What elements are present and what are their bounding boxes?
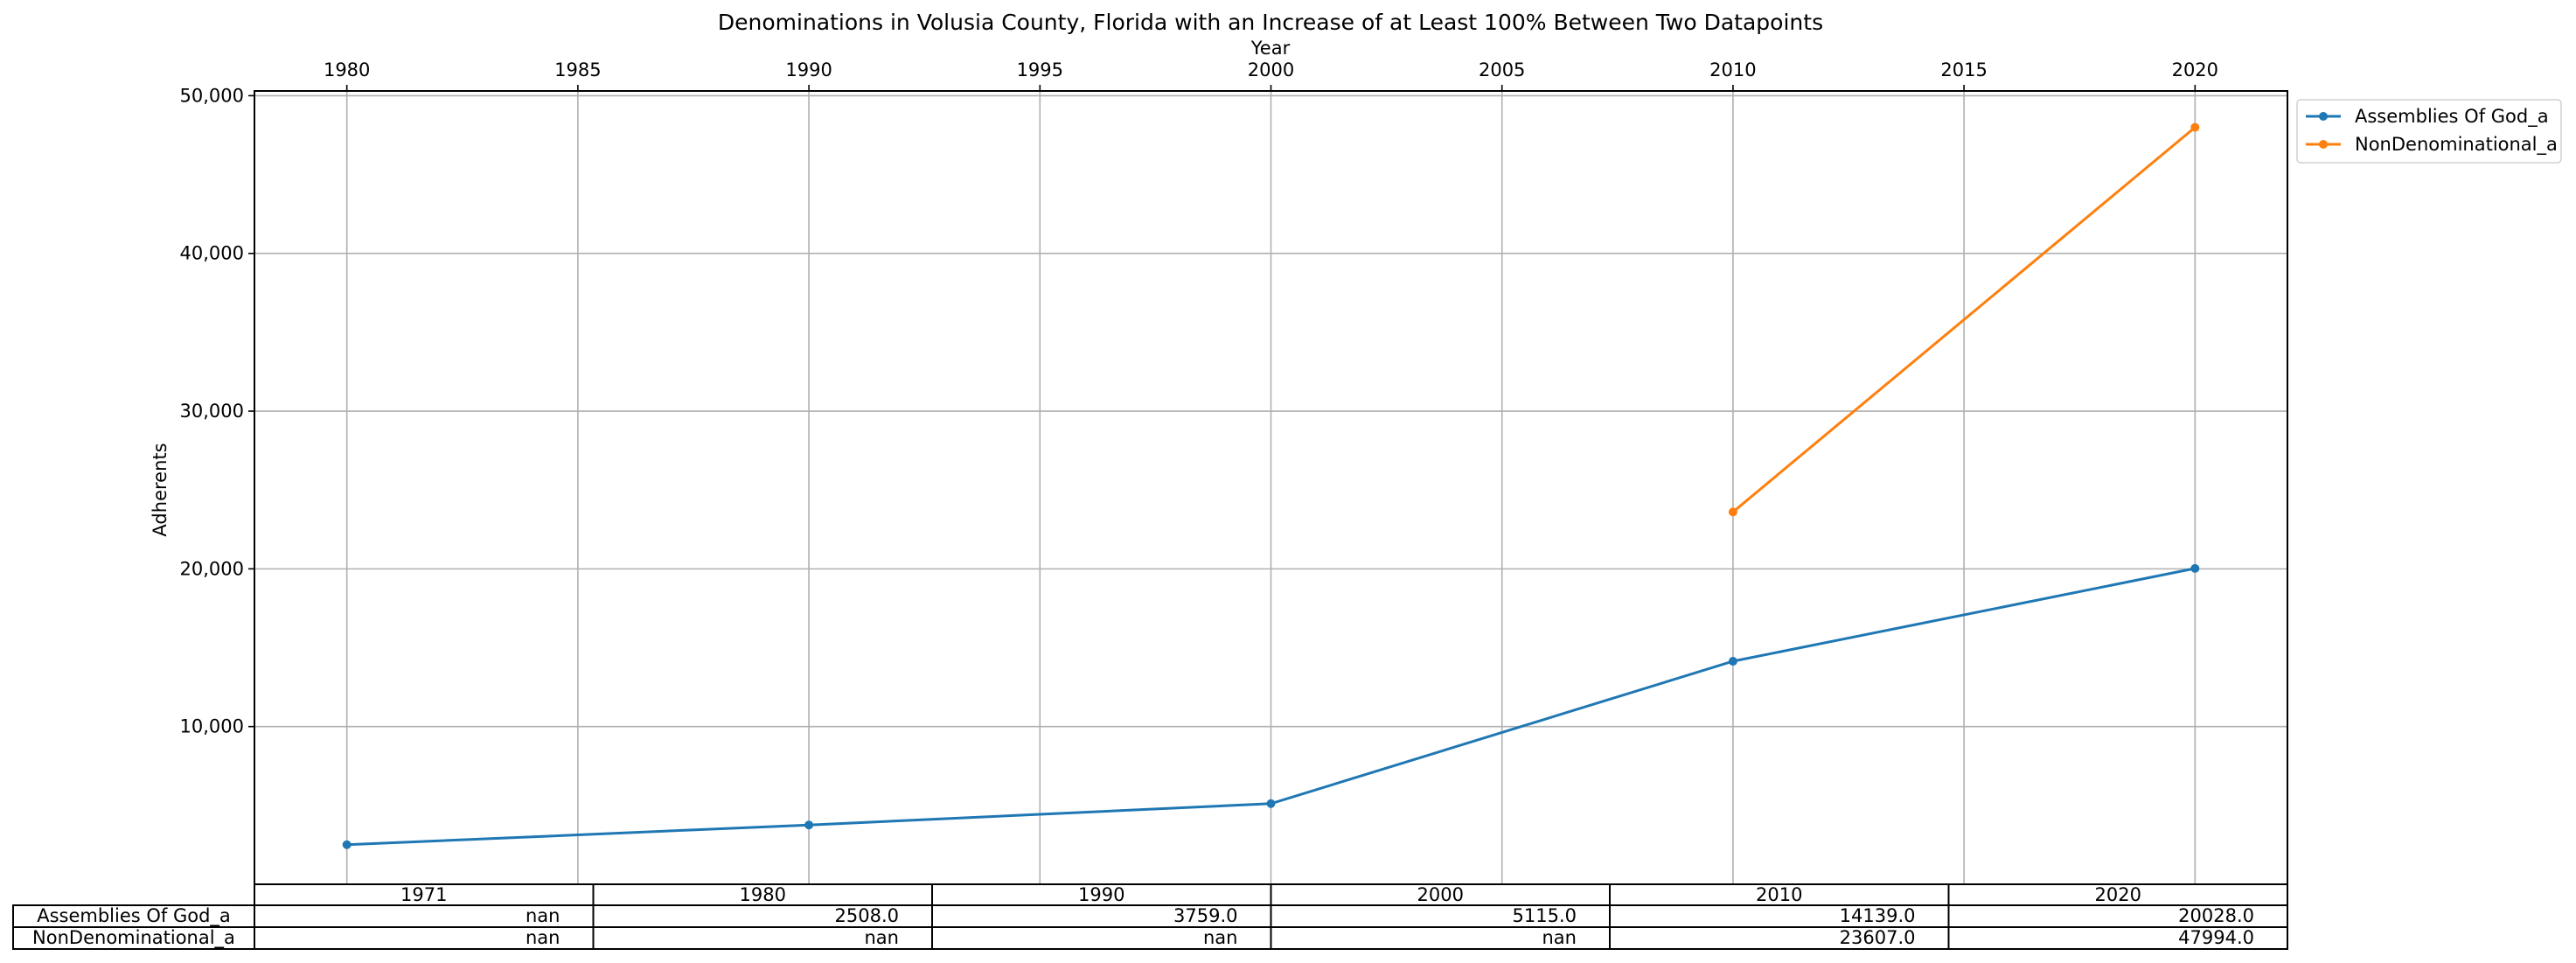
legend-label: Assemblies Of God_a (2355, 106, 2549, 128)
table-cell: nan (865, 927, 900, 948)
table-header-cell: 2000 (1417, 884, 1464, 905)
data-point (2190, 563, 2200, 573)
y-tick-label: 30,000 (180, 401, 244, 422)
x-tick-label: 2015 (1940, 59, 1987, 80)
data-table: 1971 1980 1990 2000 2010 2020 Assemblies Of Go… (12, 883, 2288, 950)
data-point (2190, 122, 2200, 132)
data-point (1266, 799, 1276, 808)
table-header-cell: 2020 (2095, 884, 2141, 905)
x-tick-label: 2020 (2172, 59, 2218, 80)
series-line (1731, 126, 2197, 513)
y-tick-label: 40,000 (180, 243, 244, 264)
x-tick-label: 1990 (785, 59, 832, 80)
table-cell: nan (1203, 927, 1238, 948)
series-layer (342, 122, 2200, 849)
legend-swatch-marker (2319, 140, 2328, 149)
table-cell: nan (526, 905, 560, 926)
x-axis-label: Year (1250, 38, 1291, 59)
table-cell: 23607.0 (1840, 927, 1916, 948)
x-tick-label: 2010 (1709, 59, 1756, 80)
table-row-label: NonDenominational_a (32, 927, 235, 949)
table-cell: nan (1542, 927, 1577, 948)
table-header-cell: 1990 (1078, 884, 1124, 905)
grid-lines (254, 91, 2287, 884)
table-header-cell: 2010 (1756, 884, 1802, 905)
table-cell: nan (526, 927, 560, 948)
y-axis-label: Adherents (150, 443, 171, 536)
table-row-label: Assemblies Of God_a (37, 905, 231, 927)
table-cell: 14139.0 (1840, 905, 1916, 926)
data-point (1728, 657, 1737, 666)
table-cell: 47994.0 (2178, 927, 2254, 948)
legend-frame (2296, 99, 2562, 164)
x-tick-label: 1985 (554, 59, 601, 80)
table-header-cell: 1980 (740, 884, 786, 905)
x-tick-label: 2005 (1479, 59, 1525, 80)
y-tick-label: 50,000 (180, 85, 244, 106)
data-point (1728, 507, 1737, 517)
legend: Assemblies Of God_a NonDenominational_a (2296, 99, 2562, 164)
y-tick-label: 10,000 (180, 716, 244, 737)
table-cell: 2508.0 (835, 905, 899, 926)
table-cell: 5115.0 (1513, 905, 1577, 926)
table-cell: 3759.0 (1173, 905, 1237, 926)
x-tick-label: 2000 (1248, 59, 1294, 80)
table-header-cell: 1971 (400, 884, 447, 905)
legend-swatch-marker (2319, 112, 2328, 121)
legend-label: NonDenominational_a (2355, 134, 2558, 156)
x-tick-label: 1980 (324, 59, 370, 80)
x-tick-label: 1995 (1017, 59, 1063, 80)
data-point (804, 820, 814, 830)
y-tick-label: 20,000 (180, 558, 244, 579)
data-point (342, 840, 352, 849)
chart-title: Denominations in Volusia County, Florida… (718, 10, 1823, 35)
table-cell: 20028.0 (2178, 905, 2254, 926)
axis-ticks: 1980 1985 1990 1995 2000 2005 2010 2015 2020 10,0… (180, 59, 2219, 737)
